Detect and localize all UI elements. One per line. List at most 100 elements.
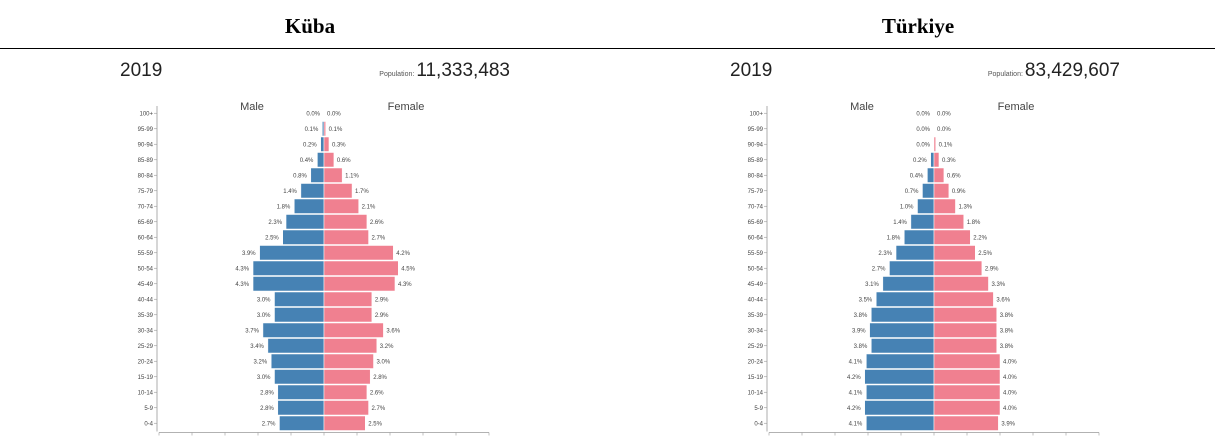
male-bar [300,183,325,199]
female-value-label: 2.6% [370,390,384,396]
male-bar [871,307,935,323]
male-bar [930,152,935,168]
population-value: 83,429,607 [1024,60,1120,81]
male-value-label: 3.0% [257,375,271,381]
male-bar [922,183,935,199]
female-bar [323,353,374,369]
female-bar [933,338,997,354]
female-bar [323,276,396,292]
male-bar [252,260,325,276]
male-value-label: 4.1% [849,390,863,396]
male-bar [267,338,325,354]
female-value-label: 3.2% [380,344,394,350]
female-value-label: 0.1% [939,142,953,148]
country-title-cuba: Küba [284,14,336,38]
female-bar [323,291,373,307]
female-value-label: 3.8% [1000,328,1014,334]
male-bar [270,353,325,369]
male-value-label: 2.8% [260,406,274,412]
male-bar [252,276,325,292]
male-value-label: 1.4% [283,189,297,195]
pyramid-panel-cuba: 2019 Population: 11,333,483 Male Female 100… [22,52,602,437]
age-group-label: 20-24 [748,359,764,365]
male-value-label: 3.0% [257,297,271,303]
female-value-label: 3.8% [1000,313,1014,319]
male-value-label: 0.0% [916,127,930,133]
age-group-label: 15-19 [748,375,764,381]
population-value: 11,333,483 [416,60,510,81]
male-bar [274,291,325,307]
male-value-label: 3.8% [854,344,868,350]
female-value-label: 0.0% [937,127,951,133]
male-value-label: 3.2% [254,359,268,365]
female-bar [933,276,989,292]
female-value-label: 4.0% [1003,359,1017,365]
male-value-label: 3.8% [854,313,868,319]
male-value-label: 0.4% [910,173,924,179]
age-group-label: 10-14 [748,390,764,396]
female-value-label: 0.0% [937,111,951,117]
age-group-label: 0-4 [754,421,763,427]
male-value-label: 3.9% [852,328,866,334]
female-value-label: 2.8% [373,375,387,381]
female-bar [323,198,359,214]
female-bar [323,121,326,137]
age-group-label: 80-84 [748,173,764,179]
female-value-label: 4.5% [401,266,415,272]
age-group-label: 5-9 [144,406,153,412]
female-value-label: 4.2% [396,251,410,257]
male-value-label: 3.5% [859,297,873,303]
age-group-label: 55-59 [138,251,154,257]
male-value-label: 1.0% [900,204,914,210]
age-group-label: 75-79 [748,189,764,195]
male-bar [282,229,325,245]
female-value-label: 3.6% [386,328,400,334]
female-value-label: 2.7% [372,235,386,241]
female-value-label: 4.0% [1003,390,1017,396]
female-bar [323,322,384,338]
age-group-label: 85-89 [748,158,764,164]
age-group-label: 35-39 [748,313,764,319]
male-value-label: 0.2% [913,158,927,164]
age-group-label: 40-44 [138,297,154,303]
male-bar [866,353,935,369]
female-bar [323,369,371,385]
female-value-label: 4.3% [398,282,412,288]
male-value-label: 0.0% [916,111,930,117]
male-value-label: 0.2% [303,142,317,148]
female-bar [933,307,997,323]
male-value-label: 1.8% [887,235,901,241]
male-value-label: 2.5% [265,235,279,241]
female-label: Female [388,101,425,113]
male-bar [320,136,325,152]
female-label: Female [998,101,1035,113]
age-group-label: 75-79 [138,189,154,195]
male-value-label: 4.3% [235,282,249,288]
age-group-label: 60-64 [748,235,764,241]
female-bar [323,152,335,168]
male-bar [866,415,935,431]
age-group-label: 60-64 [138,235,154,241]
female-value-label: 0.3% [942,158,956,164]
male-bar [864,369,935,385]
female-bar [933,322,997,338]
female-bar [323,307,373,323]
age-group-label: 55-59 [748,251,764,257]
age-group-label: 30-34 [748,328,764,334]
female-value-label: 1.8% [967,220,981,226]
male-value-label: 3.9% [242,251,256,257]
male-bar [285,214,325,230]
male-value-label: 2.3% [268,220,282,226]
female-value-label: 0.6% [337,158,351,164]
male-bar [277,400,325,416]
male-value-label: 2.7% [872,266,886,272]
male-bar [294,198,325,214]
age-group-label: 90-94 [138,142,154,148]
female-value-label: 1.1% [345,173,359,179]
age-group-label: 10-14 [138,390,154,396]
male-bar [927,167,935,183]
female-bar [323,400,369,416]
age-group-label: 95-99 [138,127,154,133]
female-bar [323,167,343,183]
female-bar [933,384,1001,400]
